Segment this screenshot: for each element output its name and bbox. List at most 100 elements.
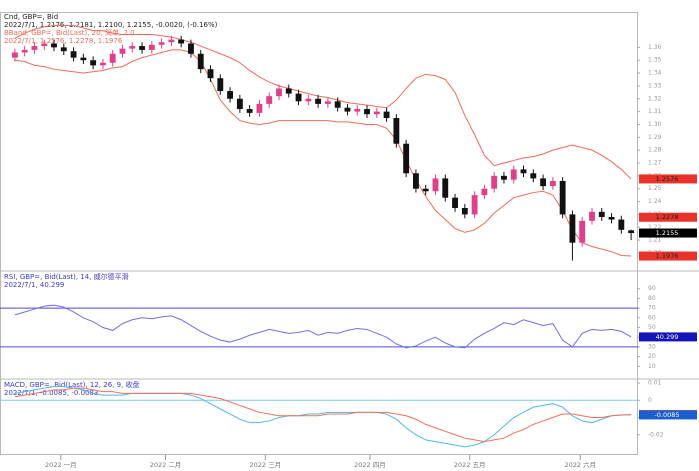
candle-body: [628, 230, 635, 234]
candle-body: [236, 98, 243, 110]
y-tick-label: 1.34: [648, 70, 662, 77]
candle-body: [11, 52, 18, 58]
candle-body: [452, 197, 458, 208]
value-marker: [639, 251, 697, 261]
x-tick-label: 2022 一月: [45, 461, 77, 469]
value-marker-label: 40.299: [656, 333, 679, 341]
value-marker-label: 1.1976: [656, 252, 679, 260]
bollinger-upper: [14, 25, 632, 180]
candle-body: [188, 43, 194, 54]
candle-body: [549, 180, 556, 187]
candle-body: [70, 51, 77, 58]
candle-body: [246, 109, 253, 113]
candle-body: [354, 109, 361, 112]
candle-body: [579, 220, 586, 243]
value-marker: [639, 332, 697, 342]
candle-body: [295, 93, 302, 102]
value-marker: [639, 212, 697, 222]
y-tick-label: 1.22: [648, 224, 662, 231]
y-tick-label: 1.27: [648, 160, 662, 167]
y-tick-label: 1.28: [648, 147, 662, 154]
value-marker-label: 1.2278: [656, 213, 679, 221]
legend-text: 2022/7/1, 40.299: [4, 281, 64, 289]
candle-body: [530, 173, 537, 179]
candle-body: [266, 96, 273, 104]
candle-body: [344, 107, 351, 112]
y-tick-label: 1.31: [648, 108, 662, 115]
y-tick-label: 1.29: [648, 134, 662, 141]
candle-body: [158, 42, 165, 45]
candle-body: [129, 46, 136, 49]
candle-body: [80, 57, 87, 61]
candle-body: [41, 43, 48, 47]
y-tick-label: 10: [648, 363, 656, 370]
y-tick-label: 1.25: [648, 185, 662, 192]
legend-text: RSI, GBP=, Bid(Last), 14, 威尔德平滑: [4, 272, 129, 281]
candle-body: [559, 180, 566, 215]
candle-body: [90, 60, 97, 66]
candle-body: [148, 44, 155, 50]
candle-body: [276, 88, 282, 97]
y-tick-label: 70: [648, 305, 656, 312]
candle-body: [168, 39, 175, 43]
y-tick-label: 1.24: [648, 198, 662, 205]
y-tick-label: 1.35: [648, 57, 662, 64]
y-tick-label: 0.01: [648, 380, 662, 387]
bollinger-lower: [14, 49, 632, 257]
x-tick-label: 2022 二月: [150, 461, 182, 469]
candle-body: [51, 43, 57, 48]
legend-text: MACD, GBP=, Bid(Last), 12, 26, 9, 收盘: [4, 380, 140, 389]
candle-body: [139, 46, 145, 50]
candle-body: [393, 118, 400, 144]
candle-body: [422, 188, 429, 192]
candle-body: [432, 178, 439, 192]
legend-text: Cnd, GBP=, Bid: [4, 13, 58, 21]
legend-text: 2022/7/1, 1.2576, 1.2278, 1.1976: [4, 37, 123, 45]
candle-body: [334, 101, 341, 108]
candle-body: [481, 188, 488, 196]
candle-body: [598, 211, 605, 217]
candle-body: [31, 46, 38, 50]
series-line: [14, 385, 632, 448]
x-tick-label: 2022 四月: [354, 461, 386, 469]
y-tick-label: 0: [648, 397, 652, 404]
y-tick-label: 80: [648, 295, 656, 302]
y-tick-label: 30: [648, 343, 656, 350]
y-tick-label: 1.30: [648, 121, 662, 128]
candle-body: [99, 62, 106, 66]
candle-body: [178, 39, 185, 44]
candle-body: [461, 207, 468, 215]
y-tick-label: 1.33: [648, 82, 662, 89]
y-tick-label: 60: [648, 314, 656, 321]
x-tick-label: 2022 三月: [249, 461, 281, 469]
x-tick-label: 2022 五月: [454, 461, 486, 469]
y-tick-label: 50: [648, 324, 656, 331]
candle-body: [608, 216, 615, 220]
candle-body: [442, 178, 449, 198]
candle-body: [324, 101, 331, 104]
candle-body: [373, 111, 380, 115]
candle-body: [589, 211, 595, 221]
value-marker-label: 1.2576: [656, 175, 679, 183]
y-tick-label: 1.36: [648, 44, 662, 51]
candle-body: [520, 169, 527, 174]
value-marker: [639, 174, 697, 184]
y-tick-label: 1.32: [648, 95, 662, 102]
candle-body: [491, 175, 498, 189]
candle-body: [60, 47, 67, 52]
plot-frame: [0, 12, 638, 455]
candle-body: [510, 169, 517, 180]
candle-body: [501, 175, 507, 180]
candle-body: [227, 91, 234, 99]
y-tick-label: 1.21: [648, 237, 662, 244]
candle-body: [256, 103, 263, 113]
candle-body: [21, 49, 28, 53]
candle-body: [109, 53, 116, 63]
candle-body: [540, 178, 547, 187]
legend-text: BBand, GBP=, Bid(Last), 20, 简单, 2.0: [4, 28, 135, 37]
value-marker-label: -0.0085: [654, 411, 679, 419]
legend-text: 2022/7/1, 1.2176, 1.2181, 1.2100, 1.2155…: [4, 21, 218, 29]
y-tick-label: 90: [648, 285, 656, 292]
x-tick-label: 2022 六月: [564, 460, 596, 469]
